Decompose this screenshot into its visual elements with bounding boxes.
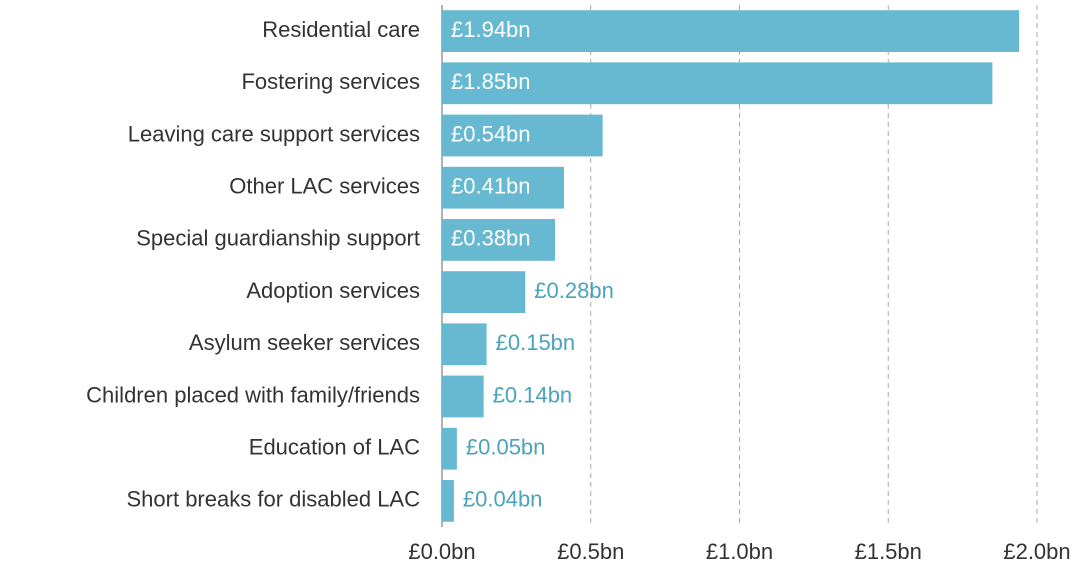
value-label: £0.05bn [466,435,546,460]
bar [442,271,526,313]
bar [442,480,454,522]
value-label: £0.54bn [451,121,531,146]
category-label: Asylum seeker services [189,330,420,355]
bar [442,375,484,418]
bar [442,427,457,470]
category-label: Fostering services [241,69,420,94]
bar [442,323,487,366]
bar [442,219,556,261]
category-label: Special guardianship support [136,226,420,251]
value-label: £0.15bn [496,330,576,355]
category-label: Residential care [262,17,420,42]
value-label: £0.04bn [463,487,543,512]
bar [442,62,993,105]
value-label: £0.41bn [451,174,531,199]
value-label: £0.14bn [493,382,573,407]
category-label: Children placed with family/friends [86,382,420,407]
bar [442,114,603,157]
x-tick-label: £0.5bn [557,539,624,564]
value-label: £1.94bn [451,17,531,42]
category-label: Short breaks for disabled LAC [127,487,421,512]
x-tick-label: £2.0bn [1003,539,1070,564]
value-label: £0.38bn [451,226,531,251]
bar [442,10,1020,52]
x-tick-label: £1.0bn [706,539,773,564]
x-tick-label: £0.0bn [408,539,475,564]
category-label: Education of LAC [249,435,420,460]
x-tick-label: £1.5bn [855,539,922,564]
category-label: Adoption services [246,278,420,303]
category-label: Leaving care support services [128,121,420,146]
value-label: £0.28bn [534,278,614,303]
category-label: Other LAC services [229,174,420,199]
value-label: £1.85bn [451,69,531,94]
bar [442,166,564,209]
